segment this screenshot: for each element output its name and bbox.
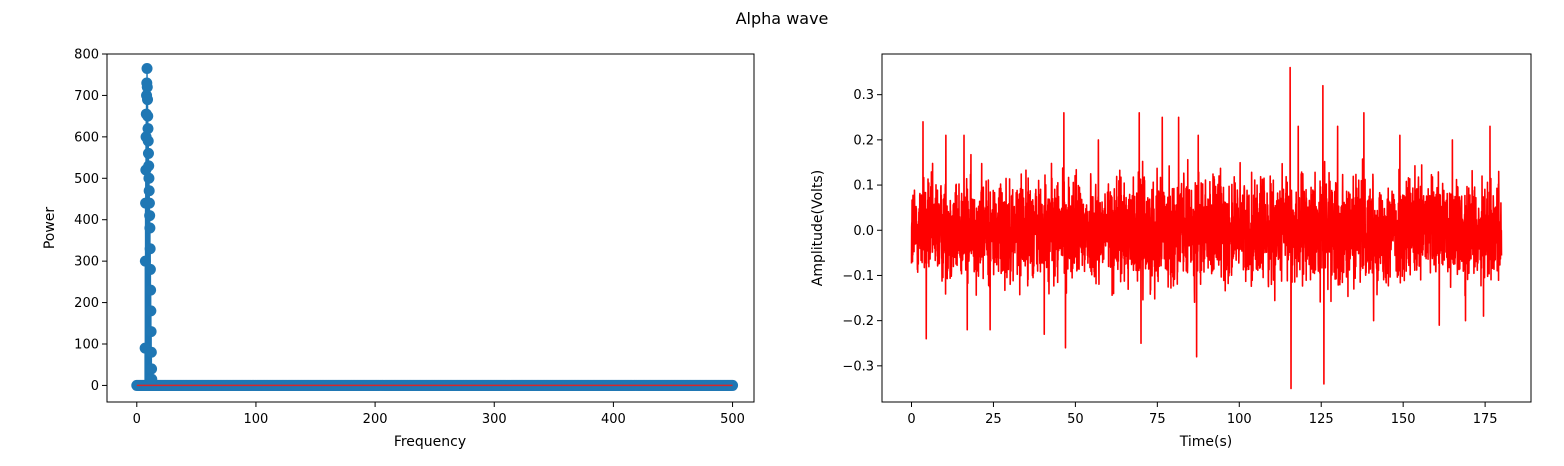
stem-marker [143,197,155,209]
stem-marker [143,172,155,184]
power-spectrum-ticks: 0 100 200 300 400 500 0 100 200 300 400 500 600 700 80… [74,48,745,428]
figure-title: Alpha wave [736,9,829,28]
signal-y-tick-label: 0.0 [853,224,874,239]
signal-chart: 0 25 50 75 100 125 150 175 −0.3 −0.2 −0.1 0.0 0.1 0.2… [810,53,1532,450]
signal-x-tick-label: 150 [1391,412,1416,427]
stem-marker [142,135,154,147]
power-spectrum-y-tick-label: 400 [74,213,99,228]
stem-marker [144,263,156,275]
stem-marker [143,160,155,172]
power-spectrum-x-tick-label: 500 [720,412,745,427]
signal-y-tick-label: 0.2 [853,133,874,148]
signal-plot-area [910,66,1503,390]
signal-y-tick-label: 0.1 [853,179,874,194]
stem-marker [142,110,154,122]
stem-marker [142,147,154,159]
power-spectrum-y-tick-label: 800 [74,48,99,63]
power-spectrum-y-tick-label: 300 [74,255,99,270]
stem-marker [142,123,154,135]
signal-y-label: Amplitude(Volts) [810,170,826,286]
signal-y-tick-label: 0.3 [853,88,874,103]
stem-marker [144,243,156,255]
power-spectrum-x-tick-label: 100 [244,412,269,427]
power-spectrum-x-tick-label: 200 [363,412,388,427]
power-spectrum-chart: 0 100 200 300 400 500 0 100 200 300 400 500 600 700 80… [42,48,755,450]
power-spectrum-y-tick-label: 600 [74,130,99,145]
stem-marker [144,222,156,234]
stem-marker [146,363,158,375]
signal-y-tick-label: −0.3 [842,359,874,374]
signal-x-tick-label: 175 [1473,412,1498,427]
stem-marker [145,326,157,338]
stem-marker [139,255,151,267]
power-spectrum-y-tick-label: 0 [91,379,99,394]
signal-y-tick-label: −0.2 [842,314,874,329]
signal-x-tick-label: 75 [1149,412,1166,427]
power-spectrum-x-tick-label: 400 [601,412,626,427]
signal-x-tick-label: 100 [1227,412,1252,427]
signal-x-tick-label: 0 [907,412,915,427]
stem-marker [143,185,155,197]
power-spectrum-y-tick-label: 100 [74,338,99,353]
stem-marker [145,284,157,296]
stem-marker [142,94,154,106]
power-spectrum-x-label: Frequency [394,434,466,450]
power-spectrum-y-tick-label: 200 [74,296,99,311]
signal-x-tick-label: 125 [1309,412,1334,427]
power-spectrum-y-tick-label: 500 [74,172,99,187]
stem-marker [141,81,153,93]
stem-marker [145,346,157,358]
power-spectrum-y-label: Power [42,207,58,250]
stem-marker [146,373,158,385]
stem-marker [144,210,156,222]
power-spectrum-x-tick-label: 300 [482,412,507,427]
power-spectrum-frame [106,53,755,403]
power-spectrum-plot-area [131,63,739,391]
signal-x-tick-label: 50 [1067,412,1084,427]
signal-ticks: 0 25 50 75 100 125 150 175 −0.3 −0.2 −0.1 0.0 0.1 0.2… [842,88,1497,427]
signal-frame [881,53,1532,403]
signal-x-tick-label: 25 [985,412,1002,427]
power-spectrum-x-tick-label: 0 [133,412,141,427]
stem-marker [145,305,157,317]
stem-marker [141,63,153,74]
power-spectrum-y-tick-label: 700 [74,89,99,104]
signal-line [910,66,1503,390]
signal-y-tick-label: −0.1 [842,269,874,284]
signal-x-label: Time(s) [1179,434,1232,450]
